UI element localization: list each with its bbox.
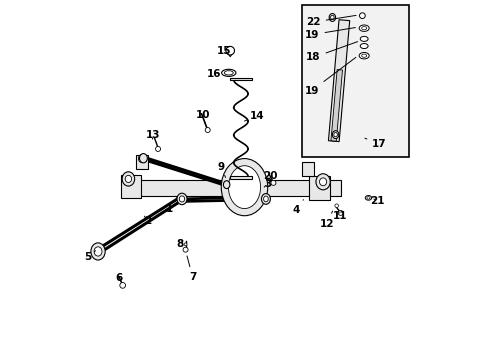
Bar [230, 176, 251, 179]
Ellipse shape [319, 178, 326, 186]
Bar [121, 175, 141, 198]
Ellipse shape [94, 247, 102, 256]
Ellipse shape [179, 196, 184, 202]
Text: 11: 11 [332, 211, 347, 221]
Text: 15: 15 [216, 46, 230, 56]
Ellipse shape [360, 44, 367, 49]
Circle shape [205, 127, 210, 132]
Ellipse shape [139, 154, 147, 163]
Ellipse shape [177, 193, 186, 204]
Circle shape [120, 283, 125, 288]
Ellipse shape [333, 132, 337, 137]
Circle shape [183, 247, 188, 252]
Ellipse shape [315, 174, 329, 190]
Circle shape [155, 147, 160, 152]
Circle shape [334, 204, 338, 207]
Bar [308, 176, 329, 200]
Polygon shape [225, 51, 234, 57]
Bar [330, 69, 342, 141]
Ellipse shape [332, 131, 338, 139]
Bar [301, 5, 408, 157]
Ellipse shape [138, 154, 145, 163]
Ellipse shape [221, 158, 267, 216]
Ellipse shape [263, 196, 268, 202]
Text: 21: 21 [370, 196, 384, 206]
Ellipse shape [223, 181, 229, 189]
Circle shape [337, 210, 343, 215]
Ellipse shape [91, 243, 105, 260]
Ellipse shape [125, 175, 131, 183]
Ellipse shape [358, 25, 368, 31]
Text: 6: 6 [115, 273, 122, 283]
Ellipse shape [228, 166, 260, 208]
Circle shape [359, 13, 365, 18]
Bar [301, 162, 313, 176]
Text: 19: 19 [304, 57, 355, 96]
Ellipse shape [360, 36, 367, 41]
Text: 17: 17 [364, 138, 386, 149]
Ellipse shape [365, 195, 371, 200]
Text: 10: 10 [196, 110, 210, 123]
Text: 7: 7 [186, 256, 196, 282]
Bar [135, 155, 148, 169]
Ellipse shape [224, 71, 233, 75]
Text: 18: 18 [305, 42, 357, 63]
Text: 3: 3 [264, 179, 271, 189]
Text: 1: 1 [165, 198, 176, 213]
Text: 13: 13 [146, 130, 161, 140]
Text: 8: 8 [176, 239, 183, 249]
Ellipse shape [261, 194, 270, 204]
Text: 9: 9 [217, 162, 225, 177]
Ellipse shape [361, 54, 366, 57]
Ellipse shape [361, 27, 366, 30]
Text: 12: 12 [319, 211, 333, 229]
Circle shape [225, 46, 234, 55]
Text: 16: 16 [206, 68, 221, 78]
Text: 4: 4 [292, 200, 303, 215]
Bar [230, 78, 251, 80]
Bar [126, 180, 340, 196]
Ellipse shape [358, 53, 368, 59]
Ellipse shape [122, 172, 134, 186]
Circle shape [184, 243, 186, 246]
Text: 22: 22 [305, 15, 355, 27]
Text: 19: 19 [305, 28, 355, 40]
Text: 2: 2 [144, 216, 151, 226]
Ellipse shape [366, 197, 369, 199]
Ellipse shape [221, 69, 235, 76]
Bar [328, 20, 349, 141]
Ellipse shape [328, 14, 335, 21]
Ellipse shape [330, 15, 333, 19]
Text: 14: 14 [244, 111, 264, 121]
Text: 20: 20 [263, 171, 277, 181]
Text: 5: 5 [84, 251, 95, 262]
Circle shape [270, 180, 275, 185]
